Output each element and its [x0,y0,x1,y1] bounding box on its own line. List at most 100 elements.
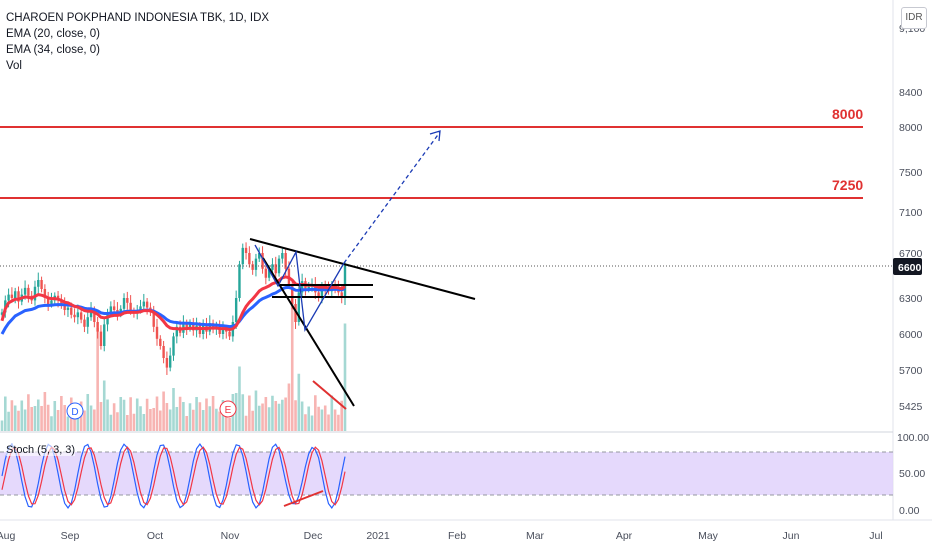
candle-body [297,292,301,322]
earnings-marker[interactable]: E [219,400,237,418]
time-axis-label: Sep [61,530,80,542]
candle-body [60,300,63,306]
lower-trendline[interactable] [262,257,355,407]
volume-bar [238,366,241,431]
price-axis-label: 7500 [899,167,923,179]
candle-body [7,294,10,301]
stoch-d-line [1,446,346,506]
volume-bar [294,400,297,431]
volume-bar [126,415,129,431]
time-axis[interactable]: Aug Sep Oct Nov Dec 2021 Feb Mar Apr May… [0,530,883,542]
volume-bar [248,395,251,431]
volume-bar [27,394,30,431]
volume-bar [208,406,212,431]
volume-bar [198,402,202,431]
volume-bar [116,412,119,431]
volume-bar [60,396,63,431]
candle-body [112,306,116,310]
time-axis-label: Mar [526,530,545,542]
candle-body [258,253,261,259]
candle-body [300,281,304,293]
volume-bar [323,405,327,431]
volume-bar [162,391,165,431]
volume-bar [172,388,175,431]
price-axis-label: 5425 [899,401,923,413]
volume-bar [112,403,116,431]
price-axis-label: 8000 [899,122,923,134]
volume-bar [56,410,60,431]
currency-button[interactable]: IDR [901,7,927,29]
volume-bar [119,397,123,431]
candle-body [33,286,37,301]
volume-bar [149,409,152,431]
volume-bar [13,405,17,431]
candle-body [317,292,320,298]
price-axis-label: 5700 [899,365,923,377]
chart-legend: CHAROEN POKPHAND INDONESIA TBK, 1D, IDX … [6,10,269,74]
ema34-line [0,285,346,335]
volume-bar [297,373,301,431]
candle-body [17,291,20,302]
ema34-legend[interactable]: EMA (34, close, 0) [6,44,100,56]
volume-bar [337,414,340,431]
candle-body [99,331,103,346]
time-axis-label: Oct [147,530,163,542]
symbol-title[interactable]: CHAROEN POKPHAND INDONESIA TBK, 1D, IDX [6,12,270,24]
volume-bar [30,407,33,431]
volume-bar [211,396,215,431]
volume-bar [66,416,70,431]
projection-arrow[interactable] [343,131,441,264]
volume-bar [96,328,99,431]
price-axis[interactable]: 9,100 8400 8000 7500 7100 6700 6300 6000… [899,23,925,413]
time-axis-label: Jun [783,530,800,542]
volume-bar [93,409,96,431]
ema20-line [0,275,346,332]
candle-body [234,298,238,322]
candle-body [27,287,30,296]
current-price-tag[interactable] [893,258,922,275]
zigzag-pattern[interactable] [254,244,345,333]
candle-body [76,312,80,318]
volume-bar [17,410,20,431]
stoch-divergence-line[interactable] [283,490,324,507]
stoch-legend[interactable]: Stoch (5, 3, 3) [6,444,76,456]
volume-bar [23,409,27,431]
volume-bar [3,396,7,431]
candle-body [46,298,50,304]
volume-bar [244,415,248,431]
stoch-axis[interactable]: 100.00 50.00 0.00 [897,432,929,517]
candle-body [218,326,221,334]
time-axis-label: Dec [304,530,323,542]
level-7250-label: 7250 [832,177,863,193]
volume-bar [159,410,162,431]
stoch-axis-label: 100.00 [897,432,929,444]
stoch-band [0,452,893,495]
volume-bar [10,400,14,431]
candle-body [274,264,277,274]
candle-body [264,268,268,278]
volume-bar [215,408,218,431]
volume-legend[interactable]: Vol [6,60,22,72]
candle-body [248,253,251,265]
candle-body [93,310,96,322]
dividend-marker[interactable]: D [66,402,84,420]
candle-body [169,355,172,368]
candle-body [139,306,142,310]
volume-bar [139,406,142,431]
trend-drawings[interactable] [249,130,476,507]
volume-bar [53,401,57,431]
candle-body [254,258,258,270]
volume-bar [20,400,24,431]
candle-body [10,294,14,298]
volume-bar [73,411,76,431]
dividend-marker-label: D [71,407,78,418]
volume-bar [122,399,126,431]
volume-bar [251,410,254,431]
candle-body [175,326,178,337]
ema20-legend[interactable]: EMA (20, close, 0) [6,28,100,40]
time-axis-label: Jul [869,530,882,542]
volume-divergence-line[interactable] [312,380,347,410]
volume-bar [99,402,103,431]
volume-bar [340,400,344,431]
upper-trendline[interactable] [249,238,476,300]
